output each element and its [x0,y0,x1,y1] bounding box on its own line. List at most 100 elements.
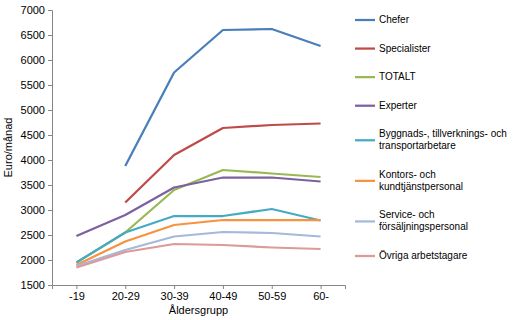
series-line [125,29,320,166]
x-tick-label: 30-39 [161,290,189,302]
legend-item: Kontors- ochkundtjänstpersonal [355,169,463,192]
legend-label: Service- ochförsäljningspersonal [379,209,468,232]
legend-swatch [355,220,375,222]
y-tick: 1500 [21,279,52,291]
x-tick-label: 20-29 [112,290,140,302]
y-tick-mark [48,210,52,211]
y-tick: 2500 [21,229,52,241]
legend-item: Övriga arbetstagare [355,250,468,261]
legend-label-line: Experter [379,100,417,111]
legend-swatch [355,76,375,78]
y-tick-label: 6000 [21,54,45,66]
y-tick-mark [48,35,52,36]
legend-label: Chefer [379,14,410,25]
legend-label: Experter [379,100,417,111]
legend-item: Byggnads-, tillverknings- ochtransportar… [355,128,507,151]
y-tick-label: 4500 [21,129,45,141]
legend: Chefer Specialister TOTALT Experter Byggnads… [355,14,507,261]
y-tick-mark [48,10,52,11]
y-tick: 3500 [21,179,52,191]
legend-label-line: Kontors- och [379,169,436,180]
legend-label-line: transportarbetare [379,140,456,151]
x-tick-mark [76,285,77,289]
legend-label-line: Byggnads-, tillverknings- och [379,128,507,139]
x-tick: 50-59 [258,285,286,302]
series-line [125,124,320,203]
x-tick: 30-39 [161,285,189,302]
legend-item: Service- ochförsäljningspersonal [355,209,468,232]
legend-swatch [355,255,375,257]
series-line [76,244,320,268]
legend-swatch [355,180,375,182]
y-tick-mark [48,285,52,286]
legend-swatch [355,105,375,107]
legend-label-line: Övriga arbetstagare [379,250,468,261]
y-axis-line [48,11,53,286]
y-tick: 2000 [21,254,52,266]
legend-label-line: Service- och [379,209,435,220]
y-tick-mark [48,235,52,236]
legend-swatch [355,139,375,141]
legend-label-line: Specialister [379,43,431,54]
x-tick-mark [272,285,273,289]
y-tick: 4000 [21,154,52,166]
x-axis: -19 20-29 30-39 40-49 50-59 60- [53,285,346,302]
x-tick: 60- [313,285,329,302]
y-tick-label: 6500 [21,29,45,41]
x-tick-mark [223,285,224,289]
x-tick: -19 [69,285,85,302]
y-tick-label: 2000 [21,254,45,266]
series-line [76,178,320,237]
legend-label-line: Chefer [379,14,410,25]
y-tick-mark [48,260,52,261]
legend-label-line: TOTALT [379,71,416,82]
y-tick-label: 1500 [21,279,45,291]
y-tick-mark [48,135,52,136]
y-tick: 6000 [21,54,52,66]
y-tick-label: 3000 [21,204,45,216]
legend-label: Kontors- ochkundtjänstpersonal [379,169,463,192]
x-tick-mark [125,285,126,289]
legend-label: Specialister [379,43,431,54]
y-tick-mark [48,185,52,186]
y-tick: 4500 [21,129,52,141]
legend-label: TOTALT [379,71,416,82]
y-tick: 7000 [21,4,52,16]
x-axis-line [53,286,346,290]
legend-swatch [355,19,375,21]
y-tick: 6500 [21,29,52,41]
x-tick: 40-49 [209,285,237,302]
y-tick-label: 4000 [21,154,45,166]
x-tick-mark [321,285,322,289]
y-tick: 5000 [21,104,52,116]
legend-swatch [355,47,375,49]
legend-label: Byggnads-, tillverknings- ochtransportar… [379,128,507,151]
x-axis-title: Åldersgrupp [169,304,228,316]
y-tick: 3000 [21,204,52,216]
legend-label: Övriga arbetstagare [379,250,468,261]
x-tick-label: 50-59 [258,290,286,302]
y-tick-label: 7000 [21,4,45,16]
y-tick-mark [48,160,52,161]
y-axis-title: Euro/månad [2,118,14,178]
y-tick-label: 5500 [21,79,45,91]
x-tick-mark [174,285,175,289]
y-tick-label: 3500 [21,179,45,191]
y-tick-mark [48,60,52,61]
legend-item: Chefer [355,14,410,25]
y-tick-label: 5000 [21,104,45,116]
legend-item: Specialister [355,43,431,54]
legend-label-line: kundtjänstpersonal [379,181,463,192]
legend-item: TOTALT [355,71,416,82]
chart: 1500 2000 2500 3000 3500 4000 4500 5000 5500 6000… [0,0,517,320]
series-line [76,220,320,265]
y-tick-mark [48,110,52,111]
x-tick: 20-29 [112,285,140,302]
y-axis: 1500 2000 2500 3000 3500 4000 4500 5000 5500 6000… [21,4,53,291]
y-tick-mark [48,85,52,86]
y-tick: 5500 [21,79,52,91]
plot: 1500 2000 2500 3000 3500 4000 4500 5000 5500 6000… [21,4,346,302]
legend-label-line: försäljningspersonal [379,221,468,232]
x-tick-label: 40-49 [209,290,237,302]
x-tick-label: -19 [69,290,85,302]
